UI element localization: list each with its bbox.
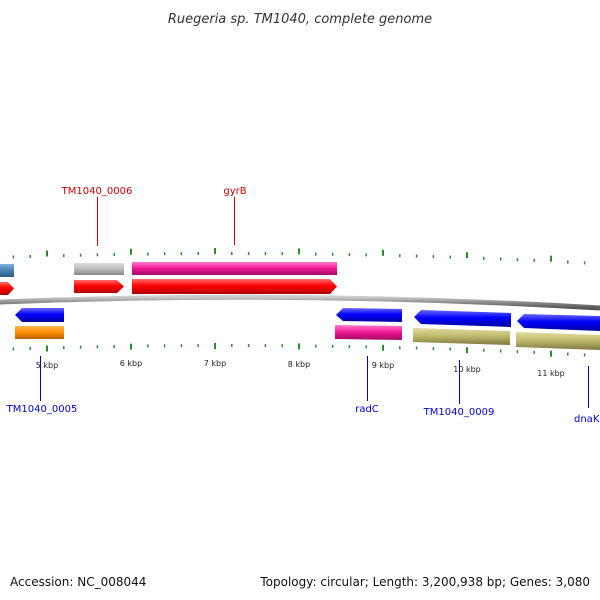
cog-tm1040-0006[interactable] [74, 263, 124, 275]
cds-tm1040-0009[interactable] [414, 310, 511, 327]
accession-text: Accession: NC_008044 [10, 575, 146, 589]
gene-label-radc[interactable]: radC [355, 404, 379, 415]
genome-summary-text: Topology: circular; Length: 3,200,938 bp… [259, 575, 590, 589]
cog-dnak[interactable] [516, 332, 600, 350]
tick-label-10kbp: 10 kbp [453, 365, 481, 374]
cds-tm1040-0005[interactable] [15, 308, 64, 322]
cds-dnak[interactable] [517, 314, 600, 331]
cog-radc[interactable] [335, 325, 402, 340]
tick-label-5kbp: 5 kbp [36, 361, 58, 370]
tick-label-9kbp: 9 kbp [372, 361, 394, 370]
tick-label-8kbp: 8 kbp [288, 360, 310, 369]
tick-marks-inner [12, 343, 586, 357]
map-title: Ruegeria sp. TM1040, complete genome [168, 12, 432, 27]
cds-tm1040-0006[interactable] [74, 280, 124, 293]
cds-radc[interactable] [336, 308, 402, 322]
tick-marks-outer [12, 248, 586, 265]
cog-gyrb[interactable] [132, 262, 337, 275]
cog-tm1040-0009[interactable] [413, 328, 510, 345]
genome-backbone [0, 294, 600, 311]
gene-label-tm1040-0006[interactable]: TM1040_0006 [61, 186, 133, 197]
cds-left-edge[interactable] [0, 282, 14, 295]
cog-tm1040-0005[interactable] [15, 326, 64, 339]
gene-label-tm1040-0009[interactable]: TM1040_0009 [423, 407, 495, 418]
cds-gyrb[interactable] [132, 279, 337, 294]
gene-label-gyrb[interactable]: gyrB [223, 186, 246, 197]
cog-left-edge[interactable] [0, 264, 14, 277]
tick-label-7kbp: 7 kbp [204, 359, 226, 368]
tick-label-6kbp: 6 kbp [120, 359, 142, 368]
gene-label-dnak[interactable]: dnaK [574, 414, 600, 425]
gene-label-tm1040-0005[interactable]: TM1040_0005 [6, 404, 78, 415]
tick-label-11kbp: 11 kbp [537, 369, 565, 378]
